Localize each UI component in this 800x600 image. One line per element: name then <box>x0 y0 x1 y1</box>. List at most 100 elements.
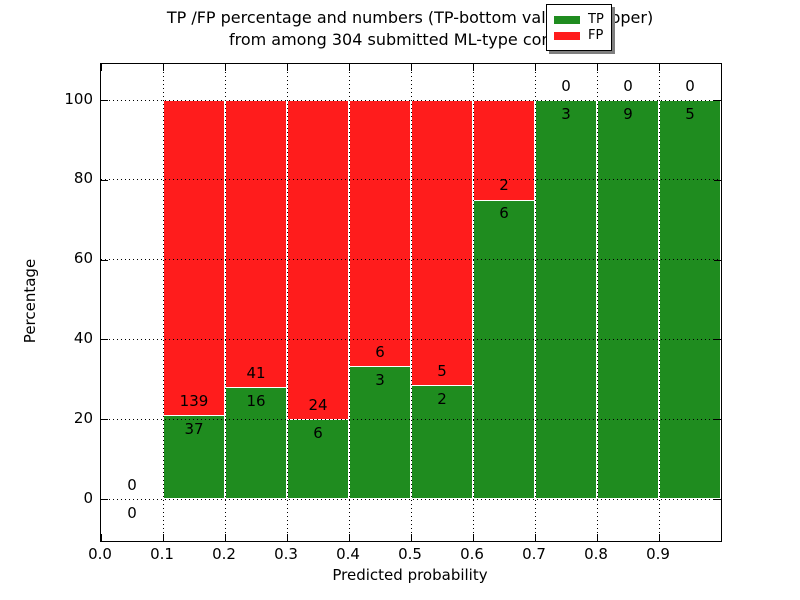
x-tickmark <box>535 64 536 71</box>
y-tickmark <box>101 100 108 101</box>
x-tickmark <box>225 64 226 71</box>
chart-title-line1: TP /FP percentage and numbers (TP-bottom… <box>166 8 654 27</box>
x-tickmark <box>163 64 164 71</box>
tp-count-label: 3 <box>561 104 571 123</box>
x-tickmark <box>287 64 288 71</box>
tp-count-label: 3 <box>375 370 385 389</box>
x-tick-label: 0.0 <box>88 545 112 563</box>
x-tick-label: 0.2 <box>212 545 236 563</box>
y-tickmark <box>714 419 721 421</box>
x-tickmark <box>101 534 102 541</box>
vertical-gridline <box>534 64 536 541</box>
y-tickmark <box>101 339 108 341</box>
y-tickmark <box>714 179 721 181</box>
plot-area: 0 0 139 37 41 16 24 6 6 3 5 2 2 6 0 3 0 9 0 5 <box>100 63 722 542</box>
fp-bar <box>163 100 225 416</box>
x-tickmark <box>597 534 598 541</box>
y-tickmark <box>101 259 108 261</box>
tp-count-label: 6 <box>499 204 509 223</box>
fp-count-label: 2 <box>499 176 509 195</box>
tp-bar <box>535 100 597 499</box>
tp-count-label: 9 <box>623 104 633 123</box>
y-tickmark <box>101 179 108 181</box>
chart-title: TP /FP percentage and numbers (TP-bottom… <box>100 7 720 51</box>
tp-bar <box>287 419 349 499</box>
y-tick-label: 20 <box>73 408 93 427</box>
vertical-gridline <box>348 64 350 541</box>
y-tickmark <box>714 259 721 261</box>
x-tick-label: 0.6 <box>460 545 484 563</box>
vertical-gridline <box>224 64 226 541</box>
x-tickmark <box>597 64 598 71</box>
fp-count-label: 6 <box>375 342 385 361</box>
x-tick-label: 0.9 <box>646 545 670 563</box>
x-tickmark <box>225 534 226 541</box>
fp-count-label: 5 <box>437 361 447 380</box>
y-tickmark <box>101 419 108 421</box>
x-tickmark <box>349 534 350 541</box>
x-tickmark <box>473 534 474 541</box>
x-tickmark <box>349 64 350 71</box>
x-tickmark <box>659 534 660 541</box>
fp-count-label: 0 <box>127 475 137 494</box>
fp-count-label: 41 <box>246 363 266 382</box>
horizontal-gridline <box>101 338 721 340</box>
x-tickmark <box>473 64 474 71</box>
tp-bar <box>349 366 411 499</box>
chart-title-line2: from among 304 submitted ML-type contact… <box>228 30 592 49</box>
tp-bar <box>597 100 659 499</box>
tp-count-label: 0 <box>127 503 137 522</box>
y-tick-label: 0 <box>83 488 93 507</box>
x-tickmark <box>659 64 660 71</box>
y-tickmark <box>714 499 721 500</box>
y-tick-label: 100 <box>64 89 93 108</box>
tp-count-label: 2 <box>437 389 447 408</box>
y-tickmark <box>714 339 721 341</box>
legend-entry: FP <box>554 28 605 43</box>
x-tickmark <box>411 64 412 71</box>
fp-count-label: 0 <box>685 76 695 95</box>
x-tick-label: 0.1 <box>150 545 174 563</box>
x-tickmark <box>411 534 412 541</box>
x-tickmark <box>163 534 164 541</box>
fp-count-label: 24 <box>308 395 328 414</box>
y-tickmark <box>101 499 108 500</box>
legend-label: TP <box>588 12 604 27</box>
x-tick-label: 0.8 <box>584 545 608 563</box>
y-tick-label: 80 <box>73 169 93 188</box>
fp-bar <box>411 100 473 385</box>
x-tickmark <box>287 534 288 541</box>
horizontal-gridline <box>101 179 721 181</box>
vertical-gridline <box>286 64 288 541</box>
y-axis-label: Percentage <box>21 258 39 344</box>
fp-count-label: 139 <box>179 391 209 410</box>
fp-legend-swatch <box>554 31 580 40</box>
x-tickmark <box>101 64 102 71</box>
vertical-gridline <box>410 64 412 541</box>
legend-label: FP <box>588 28 604 43</box>
legend-entry: TP <box>554 12 605 27</box>
tp-count-label: 5 <box>685 104 695 123</box>
tp-bar <box>473 199 535 499</box>
horizontal-gridline <box>101 259 721 261</box>
tp-bar <box>163 415 225 499</box>
fp-count-label: 0 <box>623 76 633 95</box>
vertical-gridline <box>596 64 598 541</box>
vertical-gridline <box>658 64 660 541</box>
x-tick-label: 0.4 <box>336 545 360 563</box>
legend: TP FP <box>546 4 612 51</box>
horizontal-gridline <box>101 498 721 500</box>
x-tick-label: 0.5 <box>398 545 422 563</box>
tp-count-label: 6 <box>313 423 323 442</box>
x-axis-label: Predicted probability <box>332 566 488 584</box>
tp-bar <box>659 100 721 499</box>
fp-bar <box>349 100 411 366</box>
vertical-gridline <box>162 64 164 541</box>
y-tick-label: 60 <box>73 249 93 268</box>
fp-count-label: 0 <box>561 76 571 95</box>
tp-count-label: 37 <box>184 419 204 438</box>
x-tick-label: 0.3 <box>274 545 298 563</box>
vertical-gridline <box>472 64 474 541</box>
horizontal-gridline <box>101 418 721 420</box>
